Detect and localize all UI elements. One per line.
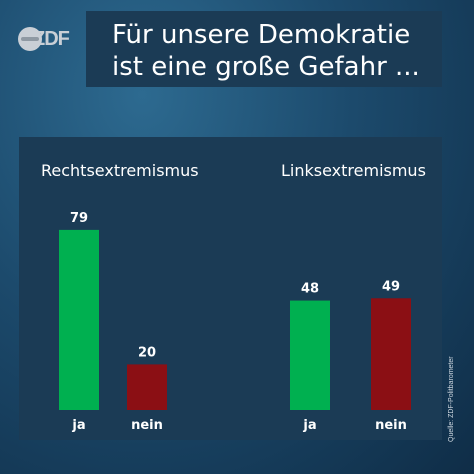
zdf-logo-icon <box>18 27 42 51</box>
value-label-2-nein: 49 <box>382 279 400 294</box>
bar-2-ja <box>290 300 330 410</box>
bar-chart: Rechtsextremismus 79 ja 20 nein Linksextremis… <box>41 161 426 433</box>
zdf-logo: ZDF <box>18 26 70 52</box>
title-line-2: ist eine große Gefahr ... <box>112 52 420 82</box>
category-label-2-ja: ja <box>302 418 316 433</box>
value-label-1-nein: 20 <box>138 345 156 360</box>
title-line-1: Für unsere Demokratie <box>112 20 411 50</box>
chart-panel: Rechtsextremismus 79 ja 20 nein Linksextremis… <box>19 137 442 440</box>
bar-1-nein <box>127 364 167 410</box>
source-note: Quelle: ZDF-Politbarometer <box>448 356 455 442</box>
chart-title-1: Rechtsextremismus <box>41 161 199 180</box>
title-box: Für unsere Demokratie ist eine große Gef… <box>86 11 442 87</box>
zdf-logo-text: ZDF <box>33 27 70 50</box>
value-label-2-ja: 48 <box>301 282 319 297</box>
chart-title-2: Linksextremismus <box>281 161 426 180</box>
bar-2-nein <box>371 298 411 410</box>
bar-1-ja <box>59 229 99 410</box>
category-label-1-ja: ja <box>71 418 85 433</box>
value-label-1-ja: 79 <box>70 211 88 226</box>
category-label-1-nein: nein <box>131 418 163 433</box>
category-label-2-nein: nein <box>375 418 407 433</box>
